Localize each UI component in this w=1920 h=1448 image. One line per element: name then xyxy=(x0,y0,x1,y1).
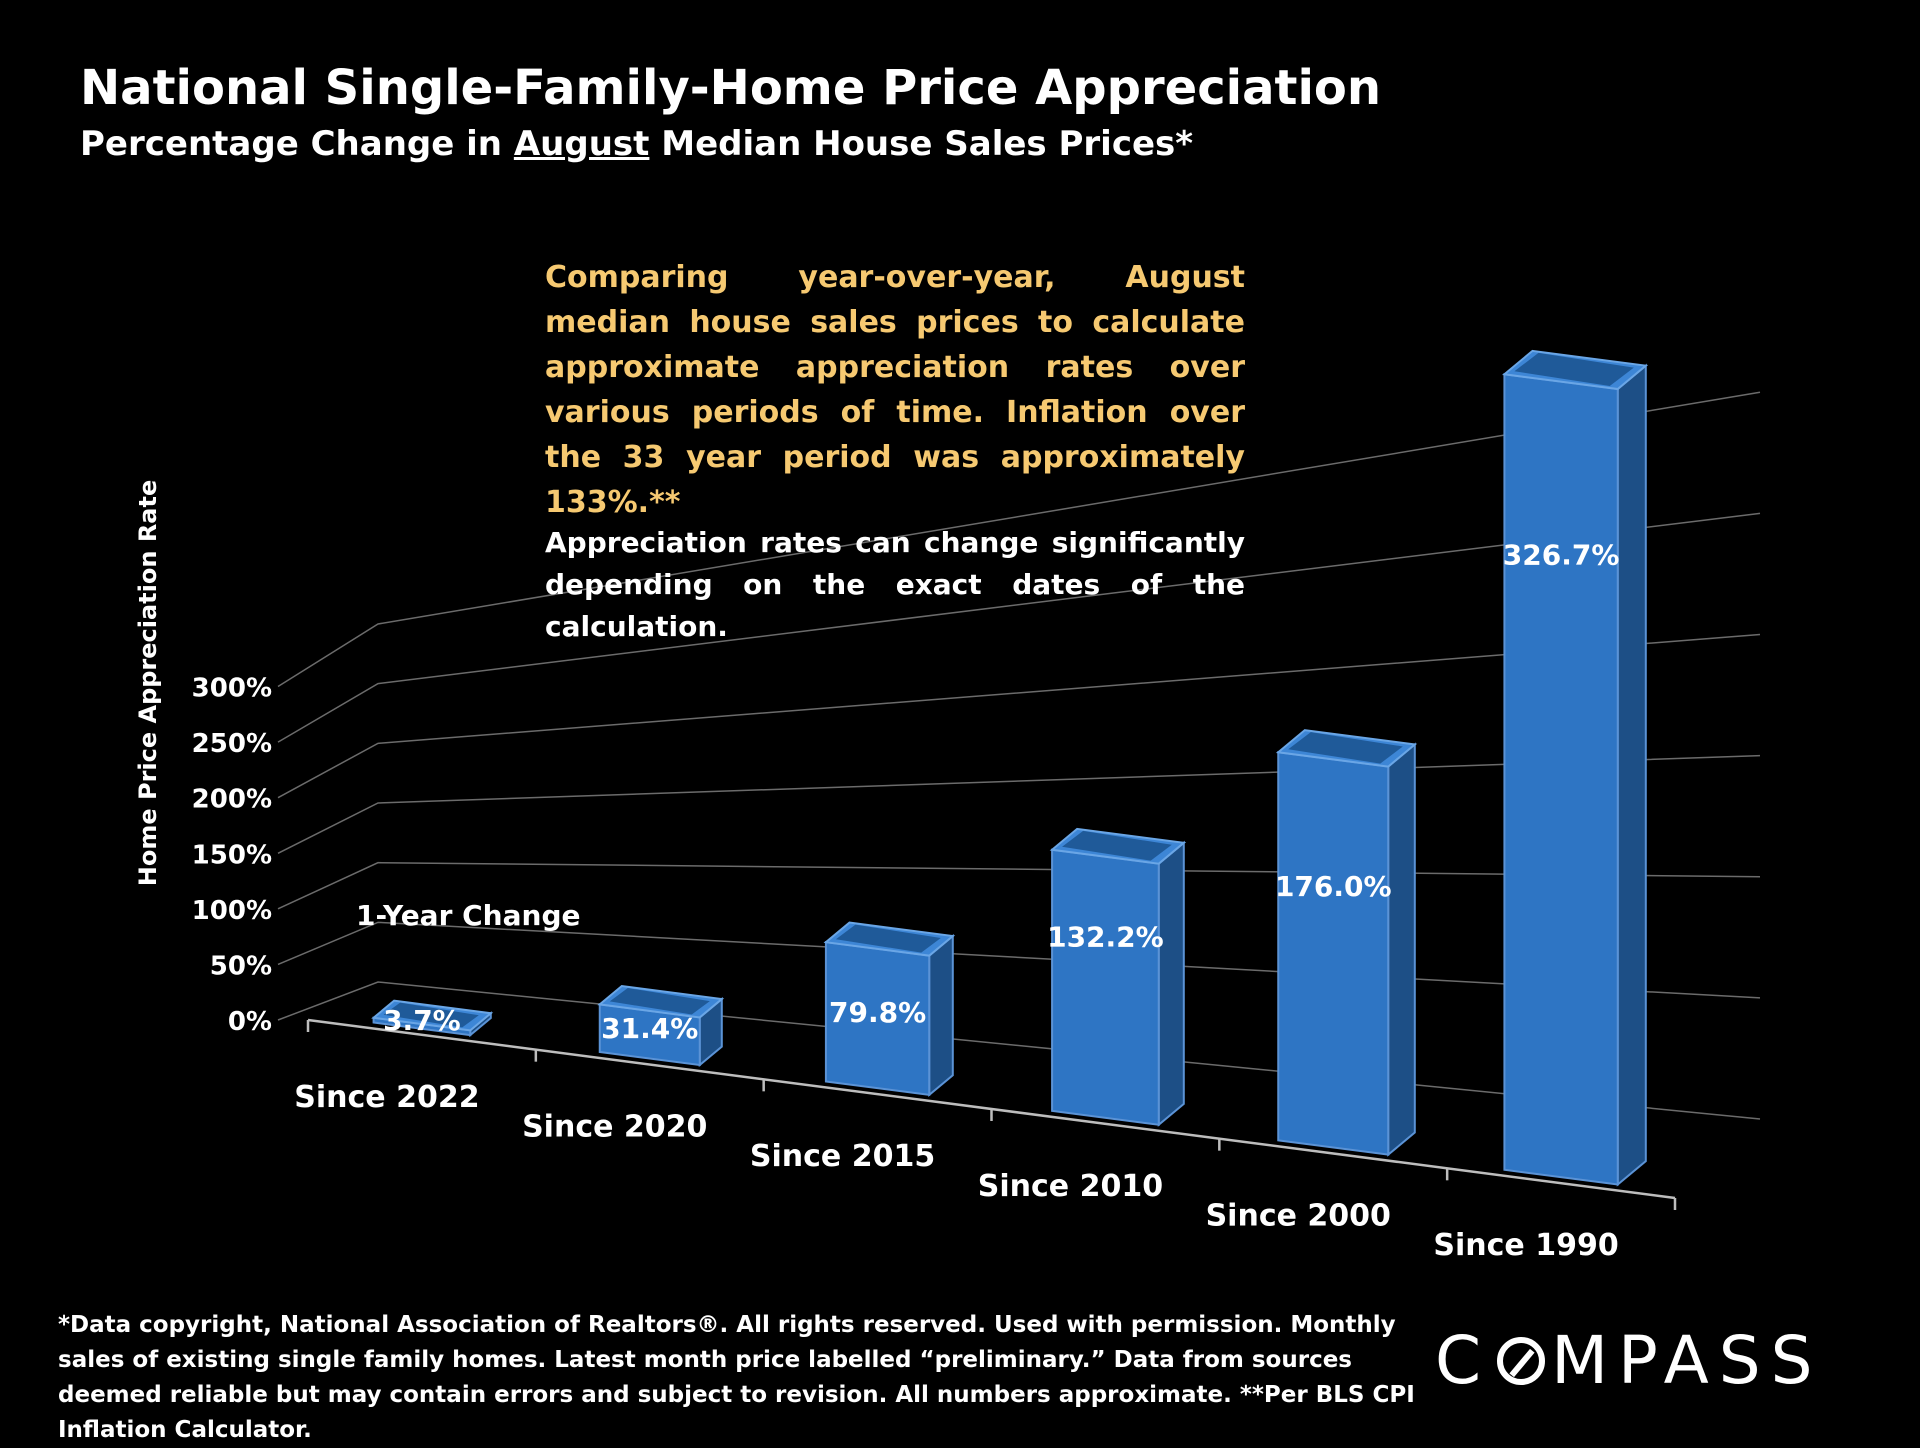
bar-side xyxy=(1157,840,1185,1127)
y-tick-label: 100% xyxy=(192,896,272,926)
category-label: Since 2000 xyxy=(1206,1199,1391,1234)
y-axis-title: Home Price Appreciation Rate xyxy=(134,480,162,886)
bar-side xyxy=(1616,363,1647,1187)
data-label: 132.2% xyxy=(1047,920,1164,953)
one-year-annotation: 1-Year Change xyxy=(356,899,580,932)
logo-letter-c: C xyxy=(1435,1322,1492,1399)
bar-front xyxy=(1503,373,1619,1186)
y-tick-label: 50% xyxy=(210,951,272,981)
bar-front xyxy=(1051,848,1160,1126)
bars xyxy=(371,349,1649,1187)
bar-top-inset xyxy=(609,988,710,1015)
bar-side xyxy=(1387,742,1416,1157)
bar xyxy=(823,921,956,1098)
bar-top-inset xyxy=(1514,352,1634,387)
bar-side xyxy=(928,933,954,1098)
appreciation-note: Comparing year-over-year, August median … xyxy=(545,260,1245,520)
calculation-caveat: Appreciation rates can change significan… xyxy=(545,526,1245,643)
y-tick-label: 0% xyxy=(228,1007,272,1037)
chart-title: National Single-Family-Home Price Apprec… xyxy=(80,60,1382,116)
data-label: 176.0% xyxy=(1275,870,1392,903)
category-label: Since 1990 xyxy=(1433,1228,1618,1263)
category-labels: Since 2022 Since 2020 Since 2015 Since 2010… xyxy=(294,1080,1618,1263)
y-tick-label: 150% xyxy=(192,840,272,870)
category-label: Since 2022 xyxy=(294,1080,479,1115)
category-label: Since 2020 xyxy=(522,1110,707,1145)
data-label: 3.7% xyxy=(383,1004,461,1037)
y-tick-label: 300% xyxy=(192,674,272,704)
bar-top-inset xyxy=(1062,830,1172,861)
chart-subtitle: Percentage Change in August Median House… xyxy=(80,124,1193,164)
bar xyxy=(597,984,725,1068)
gridline xyxy=(277,391,1761,688)
bar xyxy=(371,999,494,1038)
data-label: 79.8% xyxy=(829,996,926,1029)
data-label: 31.4% xyxy=(601,1012,698,1045)
bar xyxy=(1049,827,1187,1127)
logo-rest: MPASS xyxy=(1551,1322,1823,1399)
category-label: Since 2010 xyxy=(978,1169,1163,1204)
category-label: Since 2015 xyxy=(750,1139,935,1174)
bar-top-inset xyxy=(835,924,941,953)
gridline xyxy=(277,512,1761,743)
data-label: 326.7% xyxy=(1503,538,1620,571)
subtitle-prefix: Percentage Change in xyxy=(80,124,514,164)
y-axis-ticks: 0% 50% 100% 150% 200% 250% 300% xyxy=(192,674,272,1037)
bar-front xyxy=(1277,751,1390,1156)
subtitle-suffix: Median House Sales Prices* xyxy=(649,124,1194,164)
bar-top-inset xyxy=(383,1002,479,1028)
y-tick-label: 200% xyxy=(192,785,272,815)
compass-logo: C MPASS xyxy=(1435,1322,1823,1399)
gridline xyxy=(277,633,1761,799)
subtitle-month: August xyxy=(513,124,650,164)
compass-o-icon xyxy=(1497,1337,1546,1385)
x-axis xyxy=(306,1018,1677,1210)
y-tick-label: 250% xyxy=(192,729,272,759)
bar xyxy=(1502,349,1649,1187)
data-footnote: *Data copyright, National Association of… xyxy=(58,1312,1415,1443)
bar xyxy=(1275,729,1418,1157)
data-labels: 3.7% 31.4% 79.8% 132.2% 176.0% 326.7% xyxy=(383,538,1619,1045)
bar-top-inset xyxy=(1288,732,1403,764)
